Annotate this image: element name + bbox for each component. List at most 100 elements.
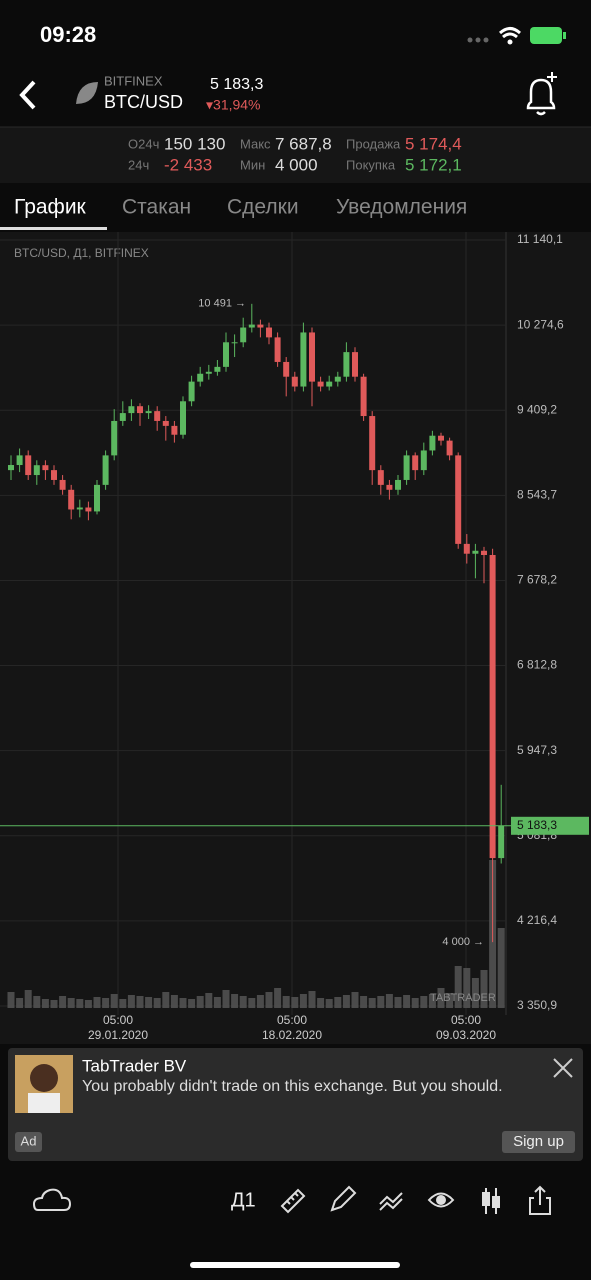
volume-bar [342, 995, 350, 1008]
volume-bar [411, 998, 419, 1008]
back-button[interactable] [19, 80, 36, 110]
stats-panel [0, 127, 591, 183]
share-button[interactable] [529, 1185, 551, 1215]
candle-body [128, 406, 135, 414]
chart-area [0, 232, 591, 1044]
volume-bar [497, 928, 505, 1008]
home-indicator [190, 1262, 400, 1268]
volume-bar [33, 996, 41, 1008]
candle-body [248, 324, 255, 328]
candle-body [25, 455, 32, 476]
toolbar [32, 1185, 551, 1215]
candle-body [137, 406, 143, 414]
candle-body [420, 450, 427, 471]
tab[interactable]: График [14, 196, 87, 219]
volume-bar [76, 999, 84, 1008]
candle-body [205, 371, 212, 374]
ad-button[interactable] [502, 1131, 575, 1153]
stat: 5 172,1 [405, 155, 462, 174]
volume-bar [377, 996, 385, 1008]
cloud-button[interactable] [32, 1188, 72, 1211]
candle-body [33, 465, 40, 476]
stat: Макс [240, 136, 271, 151]
volume-bar [213, 997, 221, 1008]
volume-bar [428, 994, 436, 1008]
stat: О24ч [128, 136, 159, 151]
volume-bar [291, 997, 299, 1008]
ad-photo-face [30, 1064, 58, 1092]
candle-body [386, 484, 393, 490]
candle-body [446, 440, 453, 456]
ad-banner[interactable] [8, 1048, 583, 1161]
tabs: График Стакан Сделки Уведомления [14, 196, 467, 219]
change: ▾31,94% [206, 97, 261, 113]
y-tick-label: 8 543,7 [517, 488, 557, 502]
tab[interactable]: Стакан [122, 196, 191, 219]
stat: Покупка [346, 157, 396, 172]
volume-bar [59, 996, 67, 1008]
volume-bar [265, 992, 273, 1008]
candle-body [180, 401, 186, 435]
candle-body [472, 550, 479, 554]
candle-body [309, 332, 315, 382]
exchange-icon [76, 82, 98, 104]
y-tick-label: 10 274,6 [517, 317, 564, 331]
candle-body [343, 352, 350, 377]
volume-bar [248, 998, 256, 1008]
candle-body [76, 507, 83, 510]
volume-bar [84, 1000, 92, 1008]
volume-bar [308, 991, 316, 1008]
status-icons [467, 27, 566, 45]
ad-text: You probably didn't trade on this exchan… [82, 1078, 503, 1095]
volume-bar [153, 998, 161, 1008]
candle-body [498, 825, 505, 859]
candle-body [214, 366, 221, 372]
candle-body [317, 381, 324, 387]
candle-body [85, 507, 92, 512]
tab[interactable]: Сделки [227, 196, 299, 219]
candle-body [257, 324, 264, 328]
tab[interactable]: Уведомления [336, 196, 467, 219]
volume-bar [102, 998, 110, 1008]
ad-close[interactable] [553, 1058, 573, 1078]
stat: Продажа [346, 136, 401, 151]
price-annotation: 10 491 → [198, 298, 246, 310]
y-tick-label: 5 947,3 [517, 743, 557, 757]
candle-body [300, 332, 307, 387]
alert-button[interactable] [526, 78, 556, 116]
ad-badge-bg [15, 1132, 42, 1152]
volume-bar [41, 999, 49, 1008]
volume-bar [282, 996, 290, 1008]
stat: -2 433 [164, 155, 212, 174]
candle-body [412, 455, 419, 471]
indicators-button[interactable] [379, 1192, 403, 1211]
candle-body [429, 435, 436, 451]
x-tick-date: 29.01.2020 [88, 1028, 148, 1042]
stat: 7 687,8 [275, 134, 332, 153]
candle-body [266, 327, 272, 338]
x-tick-time: 05:00 [277, 1013, 307, 1027]
candle-body [326, 381, 333, 387]
x-tick-time: 05:00 [103, 1013, 133, 1027]
volume-bar [334, 997, 342, 1008]
candle-body [188, 381, 195, 402]
watermark: TABTRADER [430, 992, 496, 1004]
candle-body [51, 470, 57, 480]
candle-body [283, 361, 290, 377]
ad-button-label: Sign up [513, 1133, 564, 1150]
stat: Мин [240, 157, 265, 172]
candle-body [274, 337, 281, 362]
candle-body [231, 342, 238, 344]
period-button[interactable]: Д1 [231, 1189, 256, 1211]
candle-body [197, 373, 204, 382]
volume-bar [170, 995, 178, 1008]
volume-bar [454, 966, 462, 1008]
volume-bar [24, 990, 32, 1008]
y-tick-label: 3 350,9 [517, 998, 557, 1012]
pencil-button[interactable] [330, 1185, 357, 1212]
candle-body [489, 554, 496, 859]
candle-body [334, 376, 341, 382]
eye-button[interactable] [427, 1192, 455, 1208]
ruler-button[interactable] [280, 1188, 306, 1214]
